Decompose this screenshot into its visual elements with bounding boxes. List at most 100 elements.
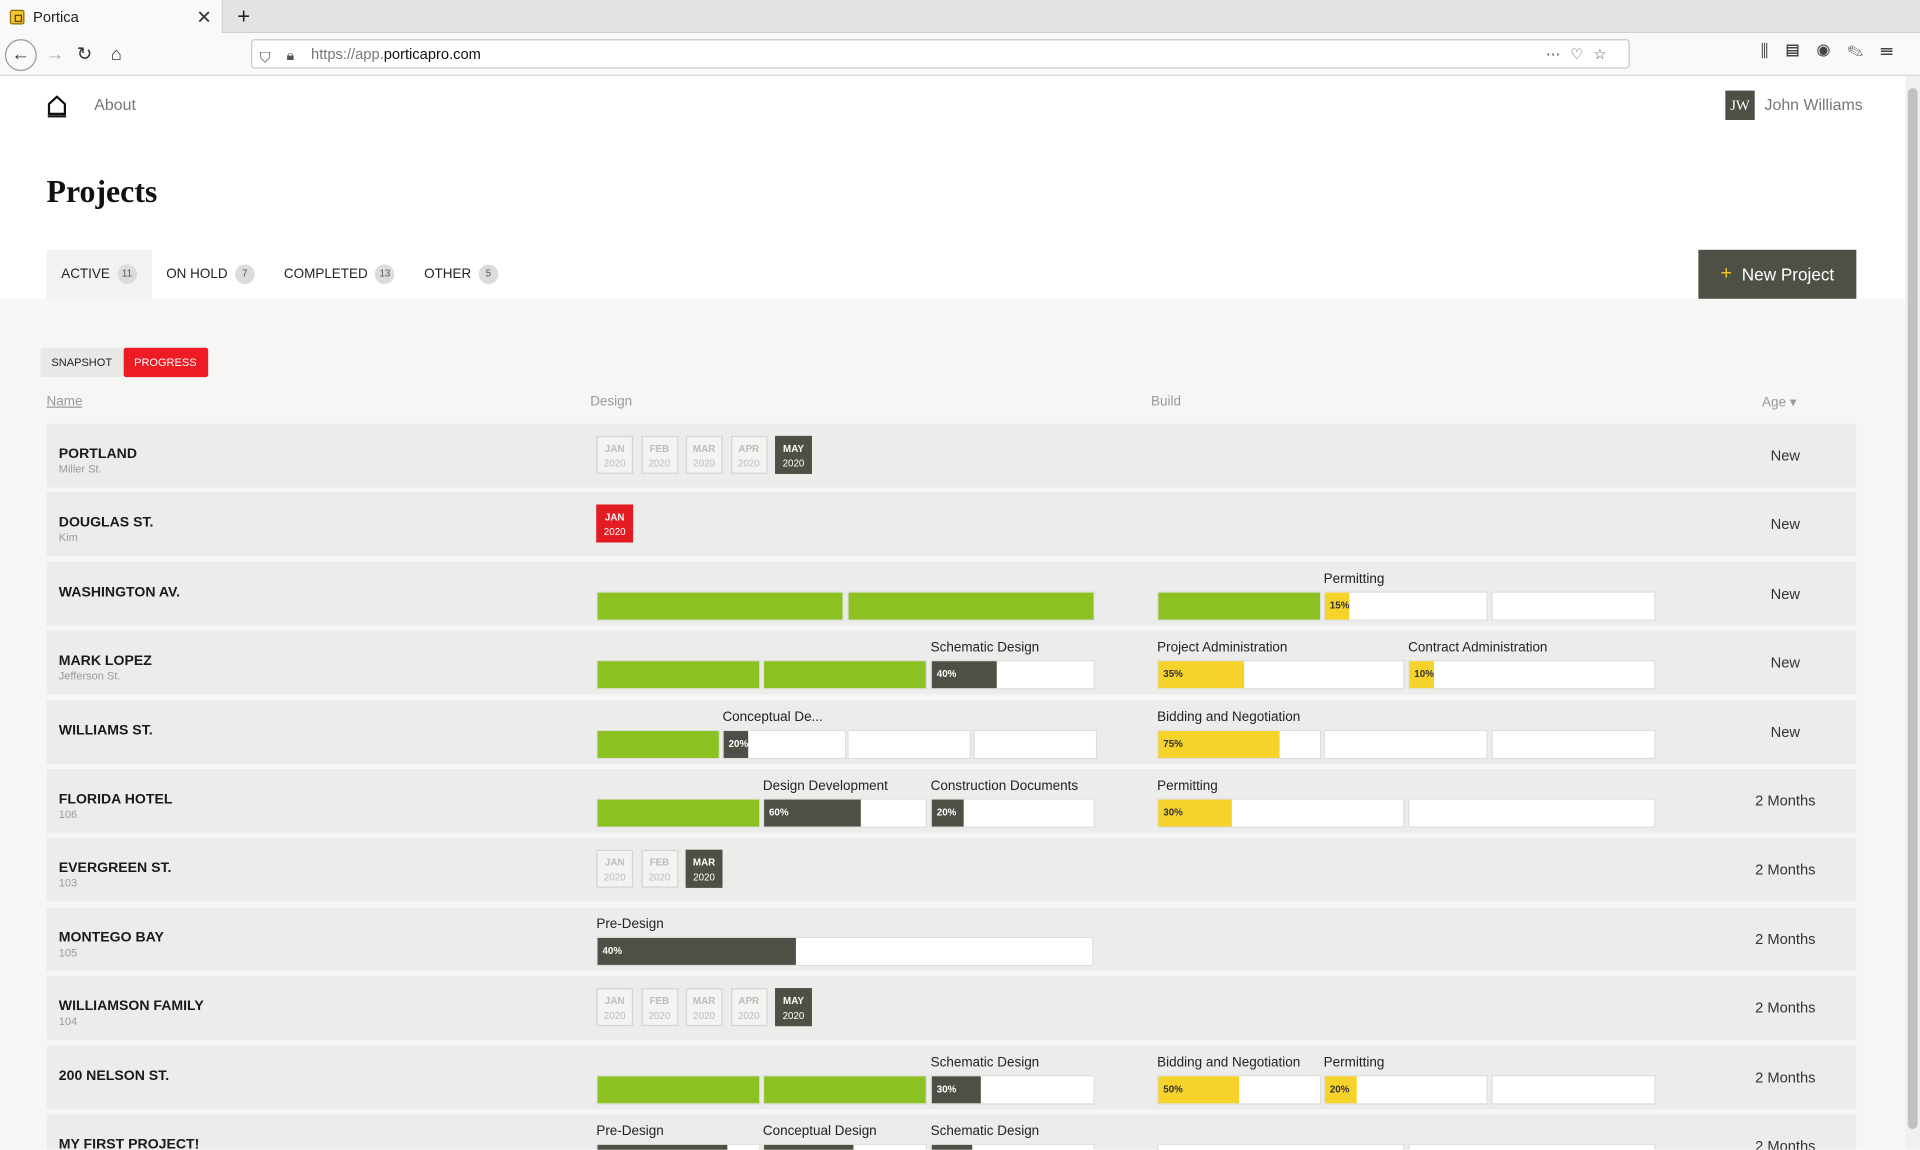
design-phase-bar (762, 1143, 927, 1150)
phase-percent: 40% (602, 944, 623, 957)
phase-label: Bidding and Negotiation (1157, 1054, 1301, 1070)
design-phase-bar (847, 729, 972, 759)
month-year: 2020 (693, 457, 715, 469)
phase-progress-fill (764, 799, 862, 827)
phase-percent: 20% (728, 737, 749, 749)
month-year: 2020 (693, 872, 715, 884)
scrollbar[interactable] (1905, 75, 1920, 1150)
dropper-icon[interactable]: ✎ (1847, 40, 1881, 61)
user-name[interactable]: John Williams (1764, 95, 1863, 114)
phase-percent: 20% (936, 806, 957, 818)
month-cell[interactable]: FEB 2020 (641, 850, 678, 889)
month-cell[interactable]: FEB 2020 (641, 988, 678, 1027)
phase-label: Schematic Design (930, 1054, 1040, 1070)
bookmark-star-icon[interactable]: ☆ (1593, 45, 1617, 63)
build-phase-bar: 10% (1408, 660, 1656, 690)
about-link[interactable]: About (94, 95, 136, 114)
progress-button[interactable]: PROGRESS (123, 347, 208, 378)
new-project-button[interactable]: + New Project (1698, 249, 1857, 299)
url-actions: ⋯♡☆ (1546, 40, 1616, 67)
month-cell[interactable]: APR 2020 (730, 988, 768, 1027)
project-row[interactable]: WILLIAMS ST. New 20% 75% Conceptual De... Bid… (46, 699, 1857, 764)
forward-arrow-icon[interactable]: → (45, 44, 65, 65)
month-year: 2020 (603, 457, 626, 469)
build-phase-bar: 35% (1157, 660, 1405, 690)
phase-progress-fill (1158, 1075, 1240, 1103)
phase-progress-fill (1158, 730, 1280, 758)
month-cell[interactable]: MAR 2020 (685, 850, 723, 889)
month-cell[interactable]: JAN 2020 (596, 988, 634, 1027)
phase-label: Permitting (1157, 778, 1218, 794)
scrollbar-thumb[interactable] (1907, 88, 1918, 1129)
month-cell[interactable]: JAN 2020 (596, 850, 634, 889)
project-row[interactable]: DOUGLAS ST. Kim New JAN 2020 (46, 492, 1857, 557)
project-row[interactable]: MONTEGO BAY 105 2 Months 40% Pre-Design (46, 907, 1857, 971)
project-subtitle: Miller St. (58, 462, 102, 476)
build-phase-bar (1491, 1074, 1656, 1104)
pocket-icon[interactable]: ♡ (1570, 45, 1594, 63)
sidebar-icon[interactable]: ▤ (1785, 40, 1817, 61)
phase-percent: 50% (1163, 1083, 1183, 1095)
project-row[interactable]: WILLIAMSON FAMILY 104 2 Months JAN 2020 FEB 20… (46, 976, 1857, 1040)
build-phase-bar (1157, 591, 1322, 621)
browser-nav-bar: ← → ↻ ⌂ ⛉ 🔒︎ https://app.porticapro.com … (0, 33, 1920, 76)
tab-completed[interactable]: COMPLETED 13 (269, 250, 409, 299)
month-cell[interactable]: APR 2020 (730, 435, 768, 474)
project-age: 2 Months (1755, 930, 1816, 948)
tab-other[interactable]: OTHER 5 (409, 250, 512, 299)
back-arrow-icon[interactable]: ← (4, 39, 37, 72)
project-row[interactable]: 200 NELSON ST. 2 Months 30% 50% 20% Schematic… (46, 1045, 1857, 1109)
browser-toolbar: ⫼▤◉✎☰ (1761, 40, 1911, 61)
month-cell[interactable]: MAY 2020 (775, 988, 812, 1027)
library-icon[interactable]: ⫼ (1760, 40, 1786, 61)
tab-on-hold[interactable]: ON HOLD 7 (152, 250, 270, 299)
snapshot-button[interactable]: SNAPSHOT (40, 347, 124, 378)
phase-progress-fill (597, 592, 843, 620)
month-timeline: JAN 2020 FEB 2020 MAR 2020 APR 2020 MAY 2020 (596, 988, 819, 1027)
tab-count: 13 (375, 264, 395, 285)
project-row[interactable]: EVERGREEN ST. 103 2 Months JAN 2020 FEB 2020 MA… (46, 837, 1857, 902)
project-subtitle: 104 (58, 1015, 78, 1028)
project-age: 2 Months (1755, 999, 1816, 1017)
portica-favicon-icon (9, 9, 25, 24)
project-row[interactable]: MY FIRST PROJECT! 2 Months Pre-Design Conce… (46, 1114, 1857, 1150)
new-tab-button[interactable]: + (237, 3, 251, 29)
month-cell[interactable]: JAN 2020 (596, 435, 634, 474)
shield-icon: ⛉ (259, 48, 271, 67)
project-row[interactable]: FLORIDA HOTEL 106 2 Months 60% 20% 30% Design … (46, 768, 1857, 833)
tab-active[interactable]: ACTIVE 11 (46, 249, 152, 299)
phase-percent: 60% (768, 806, 789, 818)
month-name: MAR (692, 857, 716, 869)
portica-home-icon[interactable] (47, 93, 68, 118)
project-age: 2 Months (1755, 792, 1816, 810)
tab-count: 11 (117, 264, 137, 285)
month-cell[interactable]: MAY 2020 (775, 435, 812, 474)
build-phase-bar: 15% (1323, 591, 1488, 621)
column-header-age[interactable]: Age ▾ (1762, 395, 1797, 411)
design-phase-bar (762, 1074, 927, 1104)
build-phase-bar: 20% (1323, 1074, 1488, 1104)
url-bar[interactable]: ⛉ 🔒︎ https://app.porticapro.com ⋯♡☆ (251, 39, 1630, 69)
account-icon[interactable]: ◉ (1816, 40, 1848, 61)
month-cell[interactable]: MAR 2020 (685, 435, 723, 474)
phase-label: Permitting (1323, 1054, 1385, 1070)
more-icon[interactable]: ⋯ (1545, 45, 1571, 63)
avatar[interactable]: JW (1725, 90, 1755, 121)
phase-progress-fill (1158, 592, 1321, 620)
phase-progress-fill (764, 661, 926, 689)
project-row[interactable]: PORTLAND Miller St. New JAN 2020 FEB 2020 MAR 20… (46, 423, 1857, 488)
menu-icon[interactable]: ☰ (1880, 40, 1911, 61)
browser-tab[interactable]: Portica ✕ (0, 0, 223, 34)
reload-icon[interactable]: ↻ (76, 44, 93, 65)
column-header-name[interactable]: Name (46, 394, 83, 409)
url-prefix: https://app. (311, 45, 384, 63)
month-year: 2020 (648, 457, 671, 469)
month-cell[interactable]: FEB 2020 (641, 435, 678, 474)
home-icon[interactable]: ⌂ (110, 44, 122, 65)
month-cell[interactable]: MAR 2020 (685, 988, 723, 1027)
project-row[interactable]: MARK LOPEZ Jefferson St. New 40% 35% 10% Schem… (46, 630, 1857, 695)
project-age: New (1770, 446, 1801, 465)
project-row[interactable]: WASHINGTON AV. New 15% Permitting (46, 561, 1857, 626)
close-tab-icon[interactable]: ✕ (196, 6, 212, 28)
month-cell[interactable]: JAN 2020 (596, 504, 634, 543)
